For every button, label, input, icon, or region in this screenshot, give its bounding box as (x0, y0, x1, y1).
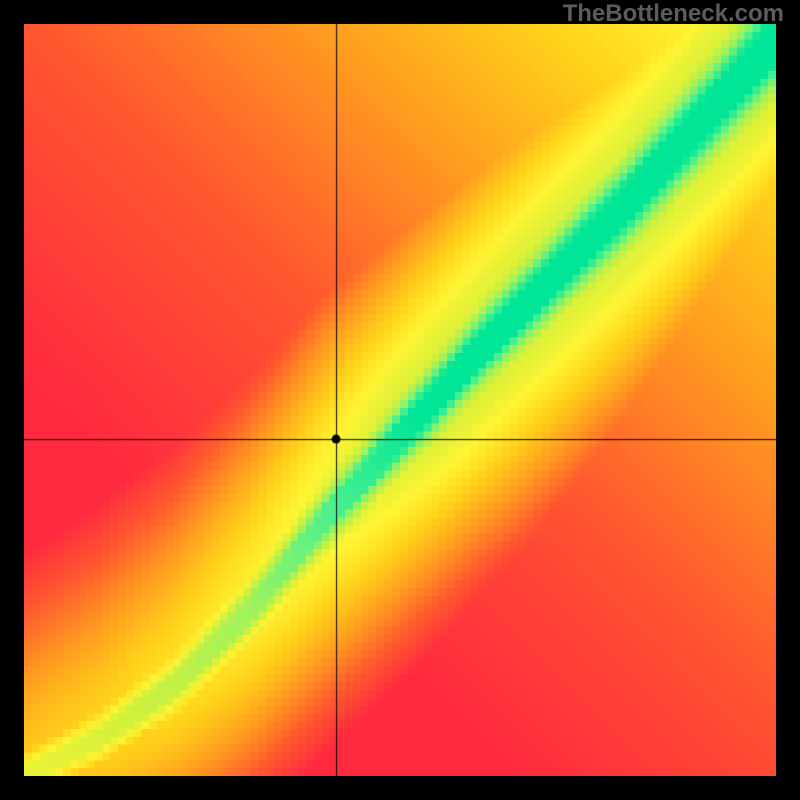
crosshair-overlay (24, 24, 776, 776)
watermark-text: TheBottleneck.com (563, 0, 784, 28)
chart-container: TheBottleneck.com (0, 0, 800, 800)
